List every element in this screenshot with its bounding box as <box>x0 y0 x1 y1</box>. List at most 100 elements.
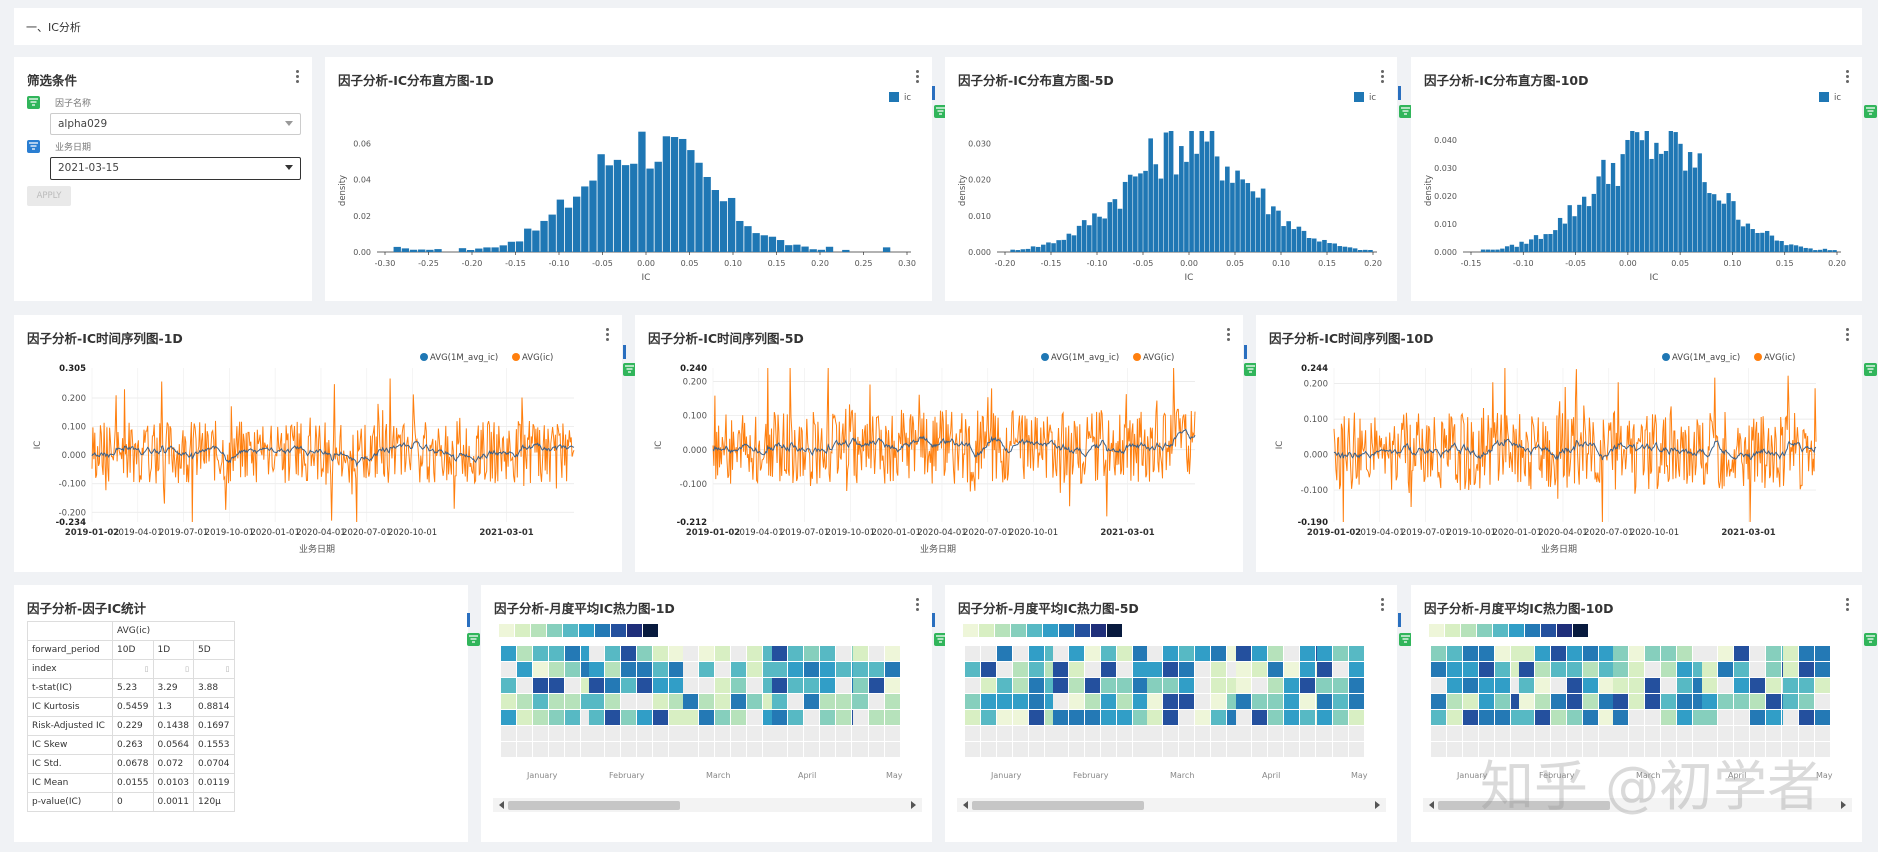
heatmap-cell <box>1799 710 1814 725</box>
resize-handle[interactable] <box>1398 86 1401 100</box>
scroll-right-icon[interactable] <box>1841 801 1846 809</box>
resize-handle[interactable] <box>467 613 470 627</box>
heatmap-cell <box>1783 662 1798 677</box>
scroll-left-icon[interactable] <box>499 801 504 809</box>
sort-icon[interactable]: ▯ <box>225 665 230 673</box>
horizontal-scrollbar[interactable] <box>957 798 1386 812</box>
heatmap-cell <box>549 646 564 661</box>
heatmap-cell <box>836 710 851 725</box>
heatmap-cell <box>1718 662 1733 677</box>
heatmap-cell <box>1567 678 1582 693</box>
filter-indicator-icon[interactable] <box>623 363 636 376</box>
heatmap-cell <box>589 726 604 741</box>
horizontal-scrollbar[interactable] <box>1423 798 1852 812</box>
histogram-bar <box>1615 185 1621 252</box>
filter-indicator-icon[interactable] <box>1399 633 1412 646</box>
sort-icon[interactable]: ▯ <box>144 665 149 673</box>
heatmap-cell <box>1799 662 1814 677</box>
x-tick-label: -0.05 <box>592 259 613 268</box>
card-menu-icon[interactable] <box>1846 598 1850 612</box>
heatmap-cell <box>1053 646 1068 661</box>
histogram-bar <box>882 247 891 252</box>
heatmap-cell <box>1317 710 1332 725</box>
histogram-card-5d: 因子分析-IC分布直方图-5D ic 0.000 0.010 0.020 0.030 -0… <box>945 57 1397 301</box>
heatmap-cell <box>1734 742 1749 757</box>
y-axis-label: IC <box>654 441 664 450</box>
resize-handle[interactable] <box>1244 345 1247 359</box>
heatmap-cell <box>621 678 636 693</box>
factor-name-select[interactable]: alpha029 <box>50 113 301 135</box>
heatmap-cell <box>1766 694 1781 709</box>
heatmap-cell <box>1567 710 1582 725</box>
scroll-left-icon[interactable] <box>1429 801 1434 809</box>
heatmap-cell <box>747 662 762 677</box>
histogram-bar <box>1765 230 1770 252</box>
scroll-thumb[interactable] <box>508 801 680 810</box>
heatmap-cell <box>1013 662 1028 677</box>
histogram-bar <box>1015 250 1021 252</box>
histogram-bar <box>1740 226 1746 252</box>
filter-indicator-icon[interactable] <box>1864 105 1877 118</box>
horizontal-scrollbar[interactable] <box>493 798 922 812</box>
color-scale-swatch <box>515 624 530 637</box>
histogram-bar <box>581 186 589 252</box>
card-menu-icon[interactable] <box>1381 598 1385 612</box>
color-scale-swatch <box>1557 624 1572 637</box>
heatmap-cell <box>1519 662 1534 677</box>
resize-handle[interactable] <box>1398 613 1401 627</box>
heatmap-cell <box>1702 694 1717 709</box>
heatmap-cell <box>683 694 698 709</box>
resize-handle[interactable] <box>932 613 935 627</box>
filter-indicator-icon[interactable] <box>1864 633 1877 646</box>
histogram-bar <box>409 249 418 252</box>
scroll-thumb[interactable] <box>972 801 1144 810</box>
heatmap-cell <box>1431 726 1446 741</box>
color-scale-swatch <box>595 624 610 637</box>
filter-indicator-icon[interactable] <box>934 633 947 646</box>
card-menu-icon[interactable] <box>916 70 920 84</box>
resize-handle[interactable] <box>623 345 626 359</box>
histogram-bar <box>1061 239 1067 252</box>
heatmap-cell <box>1179 742 1194 757</box>
card-menu-icon[interactable] <box>1227 328 1231 342</box>
filter-indicator-icon[interactable] <box>1864 363 1877 376</box>
scroll-thumb[interactable] <box>1438 801 1610 810</box>
card-menu-icon[interactable] <box>1846 70 1850 84</box>
filter-indicator-icon[interactable] <box>467 633 480 646</box>
x-tick-label: 0.15 <box>768 259 786 268</box>
filter-indicator-icon[interactable] <box>1399 105 1412 118</box>
sort-cell[interactable]: ▯ <box>152 659 194 679</box>
heatmap-cell <box>1117 646 1132 661</box>
scroll-right-icon[interactable] <box>1375 801 1380 809</box>
sort-icon[interactable]: ▯ <box>185 665 189 673</box>
scroll-right-icon[interactable] <box>911 801 916 809</box>
card-menu-icon[interactable] <box>1381 70 1385 84</box>
apply-button[interactable]: APPLY <box>27 186 71 206</box>
heatmap-cell <box>836 646 851 661</box>
heatmap-cell <box>1101 742 1116 757</box>
filter-indicator-icon[interactable] <box>1244 363 1257 376</box>
histogram-bar <box>1122 181 1128 252</box>
card-menu-icon[interactable] <box>916 598 920 612</box>
heatmap-cell <box>747 694 762 709</box>
filter-menu-icon[interactable] <box>296 70 300 84</box>
histogram-bar <box>1803 247 1808 252</box>
business-date-select[interactable]: 2021-03-15 <box>50 157 301 180</box>
histogram-bar <box>434 249 442 252</box>
histogram-bar <box>1716 200 1722 252</box>
y-tick-label: 0.200 <box>62 394 86 404</box>
sort-cell[interactable]: ▯ <box>193 659 235 679</box>
histogram-bar <box>1296 226 1302 252</box>
resize-handle[interactable] <box>932 86 935 100</box>
y-tick-label: 0.020 <box>1434 192 1457 201</box>
card-menu-icon[interactable] <box>606 328 610 342</box>
histogram-bar <box>711 190 719 252</box>
sort-cell[interactable]: ▯ <box>112 659 154 679</box>
y-tick-label: 0.100 <box>62 423 86 433</box>
card-menu-icon[interactable] <box>1846 328 1850 342</box>
heatmap-cell <box>1053 678 1068 693</box>
scroll-left-icon[interactable] <box>963 801 968 809</box>
heatmap-cell <box>621 694 636 709</box>
filter-indicator-icon[interactable] <box>934 105 947 118</box>
heatmap-cell <box>501 694 516 709</box>
